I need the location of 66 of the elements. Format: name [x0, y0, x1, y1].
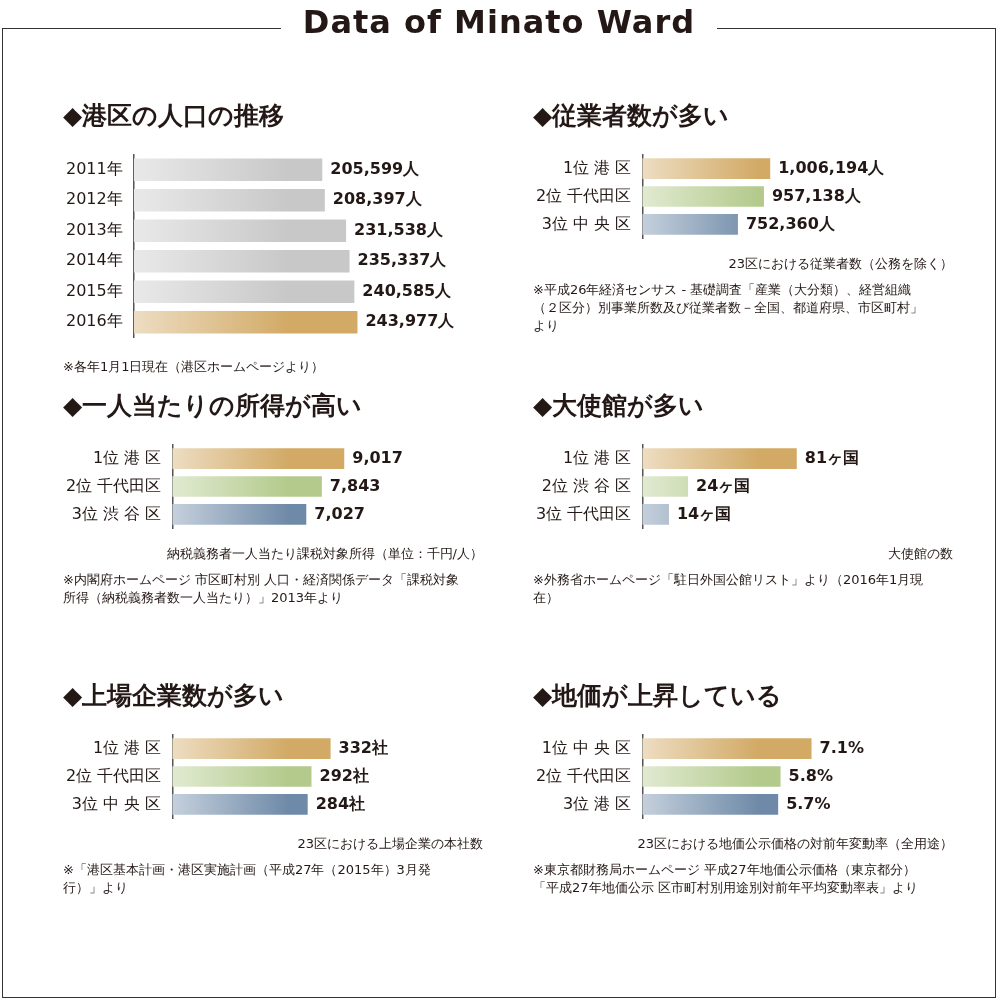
data-label: 7,843 [329, 475, 381, 495]
bar [133, 219, 347, 243]
chart-title: ◆従業者数が多い [533, 100, 731, 132]
y-tick-label: 3位 港 区 [562, 793, 632, 813]
text: 大使館の数 [887, 545, 953, 563]
text: 23区における従業者数（公務を除く） [727, 255, 953, 273]
chart-title: ◆一人当たりの所得が高い [63, 390, 364, 422]
data-label: 205,599人 [330, 158, 421, 178]
data-label: 332社 [338, 737, 388, 757]
bar [133, 158, 323, 182]
data-label: 9,017 [352, 447, 403, 467]
data-label: 14ヶ国 [676, 503, 732, 523]
text: 納税義務者一人当たり課税対象所得（単位：千円/人） [165, 545, 483, 563]
y-tick-label: 2位 渋 谷 区 [541, 475, 632, 495]
text: 23区における地価公示価格の対前年変動率（全用途） [636, 835, 953, 853]
data-label: 5.8% [788, 765, 833, 785]
text: ※外務省ホームページ「駐日外国公館リスト」より（2016年1月現在） [533, 571, 925, 608]
bar [133, 280, 355, 303]
y-tick-label: 1位 港 区 [92, 447, 162, 467]
y-tick-label: 2014年 [66, 250, 123, 270]
text: ※「港区基本計画・港区実施計画（平成27年（2015年）3月発行）」より [63, 861, 432, 898]
y-tick-label: 2016年 [66, 311, 123, 331]
text: ※内閣府ホームページ 市区町村別 人口・経済関係データ「課税対象所得（納税義務者数一人当たり）」2013年より [63, 571, 461, 608]
chart-title: ◆大使館が多い [533, 390, 706, 422]
chart-title: ◆上場企業数が多い [63, 680, 286, 712]
y-tick-label: 3位 中 央 区 [71, 793, 162, 813]
data-label: 231,538人 [354, 219, 444, 239]
y-tick-label: 2015年 [66, 280, 123, 300]
y-tick-label: 2位 千代田区 [66, 765, 162, 785]
bar [133, 189, 325, 212]
text: ※平成26年経済センサス - 基礎調査「産業（大分類）、経営組織（２区分）別事業所数及び従業者数－全国、都道府県、市区町村」より [533, 281, 924, 336]
data-label: 957,138人 [771, 185, 862, 205]
y-tick-label: 3位 千代田区 [536, 503, 632, 523]
data-label: 752,360人 [745, 213, 836, 233]
data-label: 284社 [315, 793, 366, 813]
y-tick-label: 2位 千代田区 [66, 475, 162, 495]
data-label: 24ヶ国 [696, 475, 751, 495]
data-label: 208,397人 [332, 189, 423, 209]
data-label: 235,337人 [357, 250, 448, 270]
bar [133, 310, 358, 334]
text: ※東京都財務局ホームページ 平成27年地価公示価格（東京都分）「平成27年地価公示 区市町村別用途別対前年平均変動率表」より [533, 861, 919, 898]
data-label: 5.7% [786, 793, 831, 813]
y-tick-label: 2位 千代田区 [536, 185, 632, 205]
data-label: 7.1% [819, 737, 864, 757]
data-label: 243,977人 [365, 311, 456, 331]
y-tick-label: 1位 港 区 [92, 737, 162, 757]
y-tick-label: 2011年 [66, 158, 123, 178]
y-tick-label: 1位 中 央 区 [541, 737, 632, 757]
y-tick-label: 1位 港 区 [562, 447, 632, 467]
y-tick-label: 3位 渋 谷 区 [71, 503, 162, 523]
text: ※各年1月1日現在（港区ホームページより） [63, 358, 326, 376]
bar [133, 249, 350, 273]
text: Data of Minato Ward [280, 3, 718, 41]
data-label: 240,585人 [362, 280, 453, 300]
y-tick-label: 3位 中 央 区 [541, 213, 632, 233]
y-tick-label: 1位 港 区 [562, 157, 632, 177]
y-tick-label: 2012年 [66, 189, 123, 209]
chart-title: ◆地価が上昇している [533, 680, 784, 712]
data-label: 7,027 [314, 503, 365, 523]
data-label: 292社 [319, 765, 369, 785]
data-label: 81ヶ国 [804, 447, 860, 467]
y-tick-label: 2位 千代田区 [536, 765, 632, 785]
y-tick-label: 2013年 [66, 219, 123, 239]
chart-title: ◆港区の人口の推移 [63, 100, 286, 132]
data-label: 1,006,194人 [778, 157, 886, 177]
text: 23区における上場企業の本社数 [296, 835, 483, 853]
